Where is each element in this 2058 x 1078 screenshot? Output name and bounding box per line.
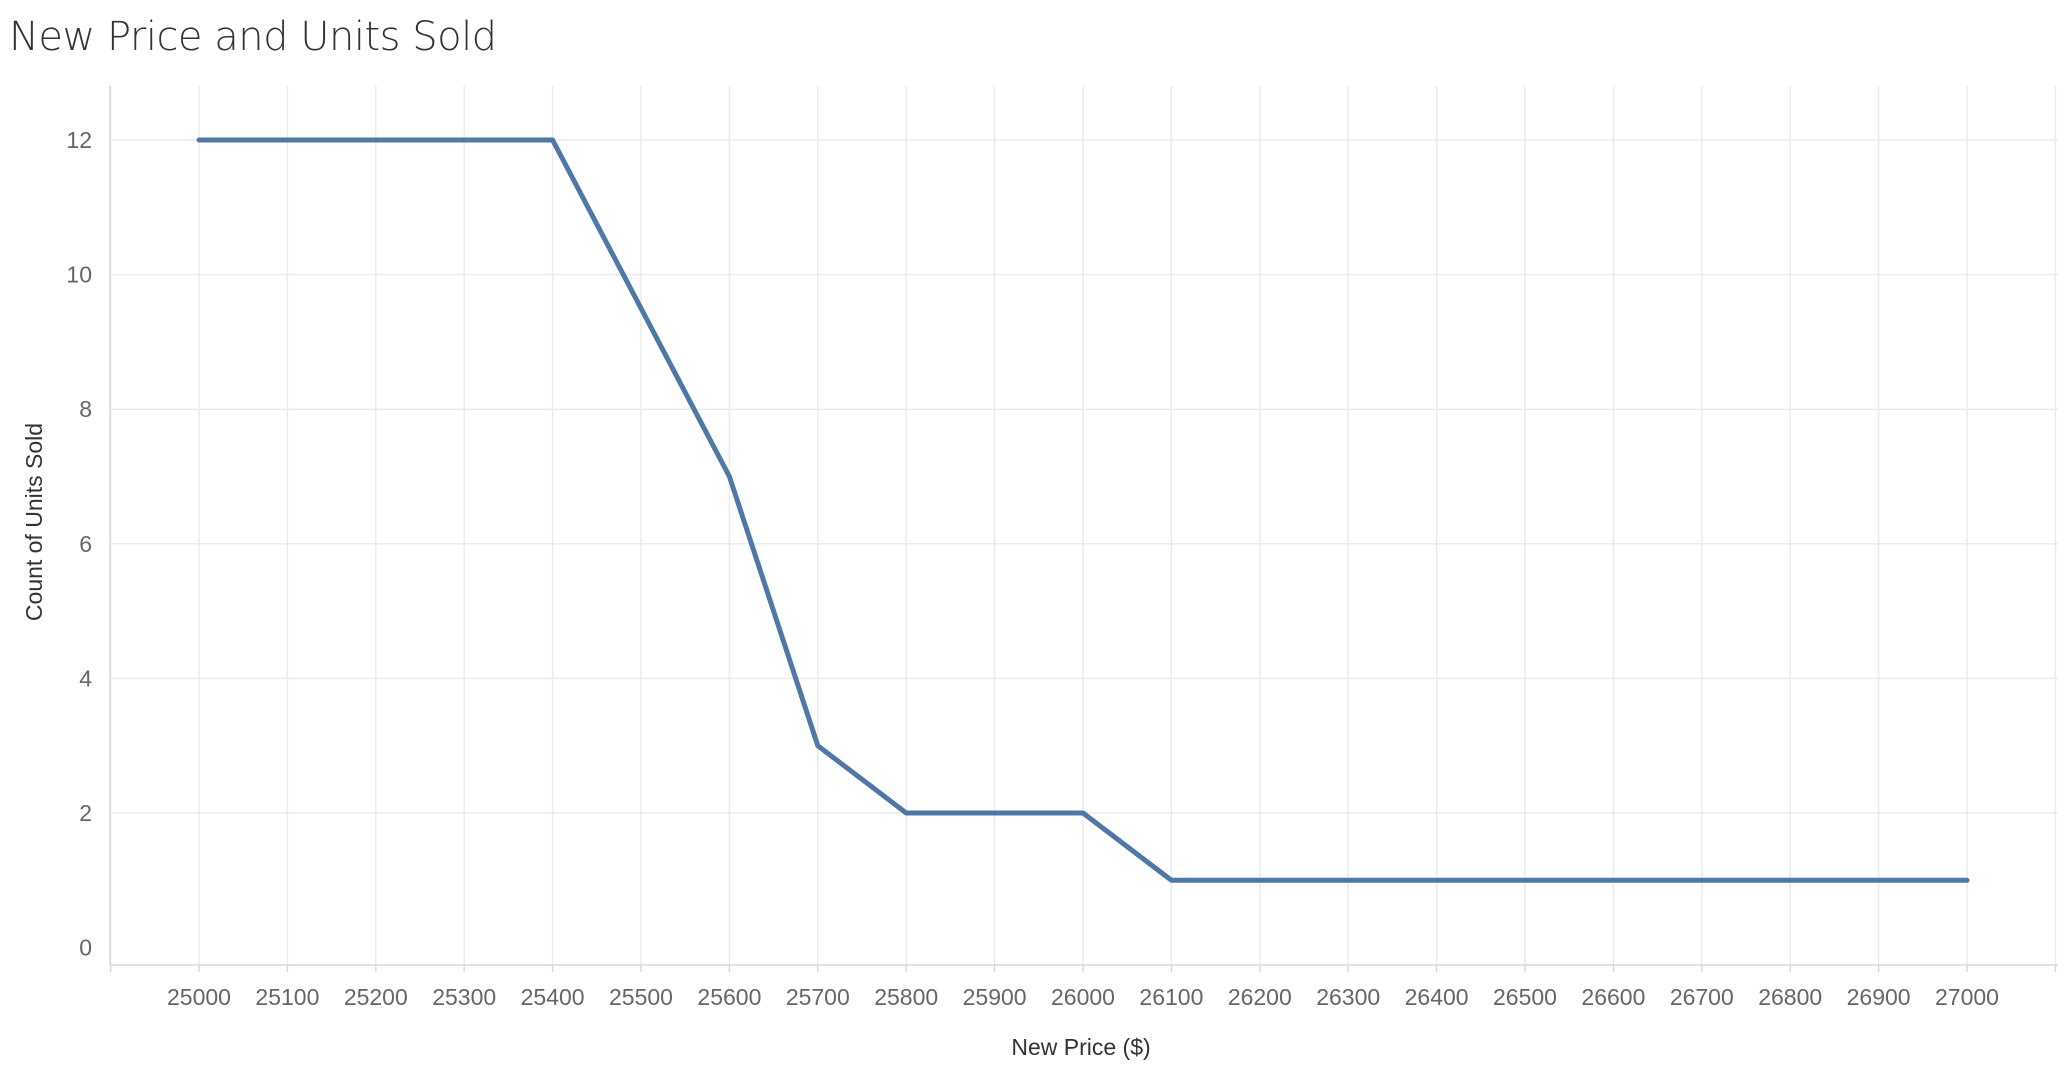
x-tick-label: 25800 xyxy=(874,984,938,1010)
x-axis-title: New Price ($) xyxy=(1011,1034,1150,1060)
x-tick-label: 25700 xyxy=(786,984,850,1010)
vertical-gridlines xyxy=(109,86,2057,965)
y-tick-label: 12 xyxy=(66,127,92,153)
axes xyxy=(109,86,2058,972)
y-tick-label: 4 xyxy=(79,665,92,691)
x-tick-label: 26700 xyxy=(1670,984,1734,1010)
x-tick-label: 25100 xyxy=(255,984,319,1010)
x-tick-label: 26900 xyxy=(1847,984,1911,1010)
x-tick-label: 25900 xyxy=(963,984,1027,1010)
y-tick-label: 0 xyxy=(79,935,92,961)
y-tick-labels: 0 2 4 6 8 10 12 xyxy=(66,127,92,961)
x-tick-label: 26100 xyxy=(1139,984,1203,1010)
chart-title: New Price and Units Sold xyxy=(9,14,497,60)
x-tick-label: 26800 xyxy=(1758,984,1822,1010)
x-tick-label: 26400 xyxy=(1405,984,1469,1010)
horizontal-gridlines xyxy=(110,139,2058,814)
y-tick-label: 2 xyxy=(79,800,92,826)
y-tick-label: 10 xyxy=(66,262,92,288)
x-tick-label: 25400 xyxy=(521,984,585,1010)
x-tick-labels: 25000 25100 25200 25300 25400 25500 25600 25700… xyxy=(167,984,1999,1010)
x-tick-label: 26500 xyxy=(1493,984,1557,1010)
x-tick-label: 25500 xyxy=(609,984,673,1010)
series-layer xyxy=(196,137,1970,883)
y-axis-title: Count of Units Sold xyxy=(21,423,47,621)
x-tick-label: 25200 xyxy=(344,984,408,1010)
x-tick-label: 25000 xyxy=(167,984,231,1010)
y-tick-label: 6 xyxy=(79,531,92,557)
x-tick-label: 26200 xyxy=(1228,984,1292,1010)
x-tick-label: 27000 xyxy=(1935,984,1999,1010)
x-tick-label: 25300 xyxy=(432,984,496,1010)
series-line xyxy=(196,137,1970,883)
x-tick-label: 26600 xyxy=(1581,984,1645,1010)
y-tick-label: 8 xyxy=(79,396,92,422)
x-tick-label: 26000 xyxy=(1051,984,1115,1010)
x-tick-label: 25600 xyxy=(697,984,761,1010)
x-tick-label: 26300 xyxy=(1316,984,1380,1010)
